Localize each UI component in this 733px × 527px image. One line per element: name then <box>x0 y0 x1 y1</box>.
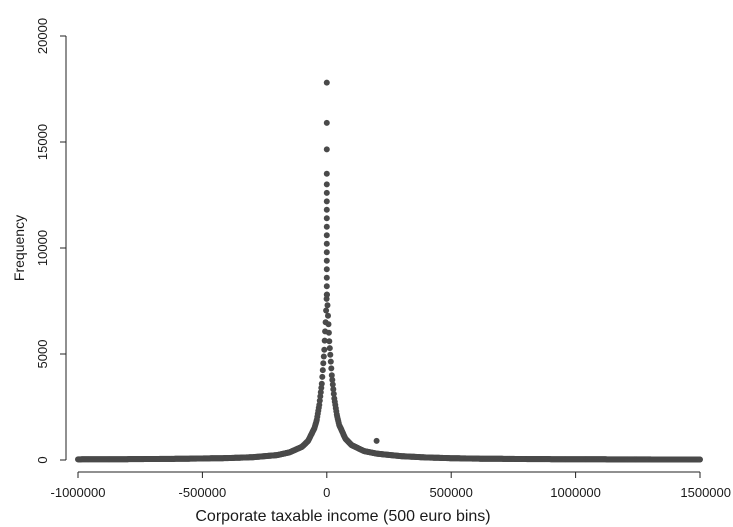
data-point <box>323 146 330 153</box>
data-point <box>697 456 703 463</box>
data-point <box>323 215 330 222</box>
y-tick-label: 0 <box>35 456 50 463</box>
data-point <box>329 381 336 388</box>
data-point <box>323 79 330 86</box>
axes: 0 5000 10000 15000 20000 -1000000 -500000 0 5000… <box>35 18 731 500</box>
data-point <box>328 372 335 379</box>
data-point <box>325 329 332 336</box>
data-point <box>319 373 326 380</box>
data-point <box>323 232 330 239</box>
y-axis-label: Frequency <box>11 215 27 281</box>
y-tick-label: 20000 <box>35 18 50 54</box>
data-point <box>318 380 325 387</box>
data-point <box>326 345 333 352</box>
data-point <box>323 283 330 290</box>
data-point <box>319 367 326 374</box>
data-point <box>329 376 336 383</box>
data-point <box>323 291 330 298</box>
data-point <box>324 302 331 309</box>
y-tick-label: 5000 <box>35 340 50 369</box>
data-point <box>320 360 327 367</box>
data-point <box>323 198 330 205</box>
data-point <box>323 223 330 230</box>
data-point <box>373 437 380 444</box>
data-point <box>328 365 335 372</box>
x-tick-label: -1000000 <box>51 485 106 500</box>
y-tick-label: 15000 <box>35 124 50 160</box>
x-tick-label: 1500000 <box>680 485 731 500</box>
data-point <box>323 249 330 256</box>
data-point <box>325 312 331 319</box>
x-axis-label: Corporate taxable income (500 euro bins) <box>195 508 490 525</box>
x-tick-label: 500000 <box>430 485 473 500</box>
data-point <box>321 346 328 353</box>
data-point <box>323 119 330 126</box>
data-point <box>323 181 330 188</box>
data-point <box>320 353 327 360</box>
data-point <box>327 358 334 365</box>
data-point <box>327 351 334 358</box>
data-point <box>323 240 330 247</box>
data-point <box>323 295 330 302</box>
x-tick-label: 1000000 <box>550 485 601 500</box>
data-point <box>330 386 337 393</box>
data-point <box>323 206 330 213</box>
x-tick-label: 0 <box>323 485 330 500</box>
data-point <box>326 338 333 345</box>
data-point <box>323 266 330 273</box>
data-point <box>321 337 328 344</box>
data-point <box>323 307 330 314</box>
data-point <box>323 170 330 177</box>
data-point <box>323 274 330 281</box>
data-point <box>325 321 332 328</box>
y-tick-label: 10000 <box>35 230 50 266</box>
data-point <box>323 189 330 196</box>
x-tick-label: -500000 <box>179 485 227 500</box>
data-points <box>75 79 703 463</box>
data-point <box>330 390 337 397</box>
data-point <box>323 257 330 264</box>
